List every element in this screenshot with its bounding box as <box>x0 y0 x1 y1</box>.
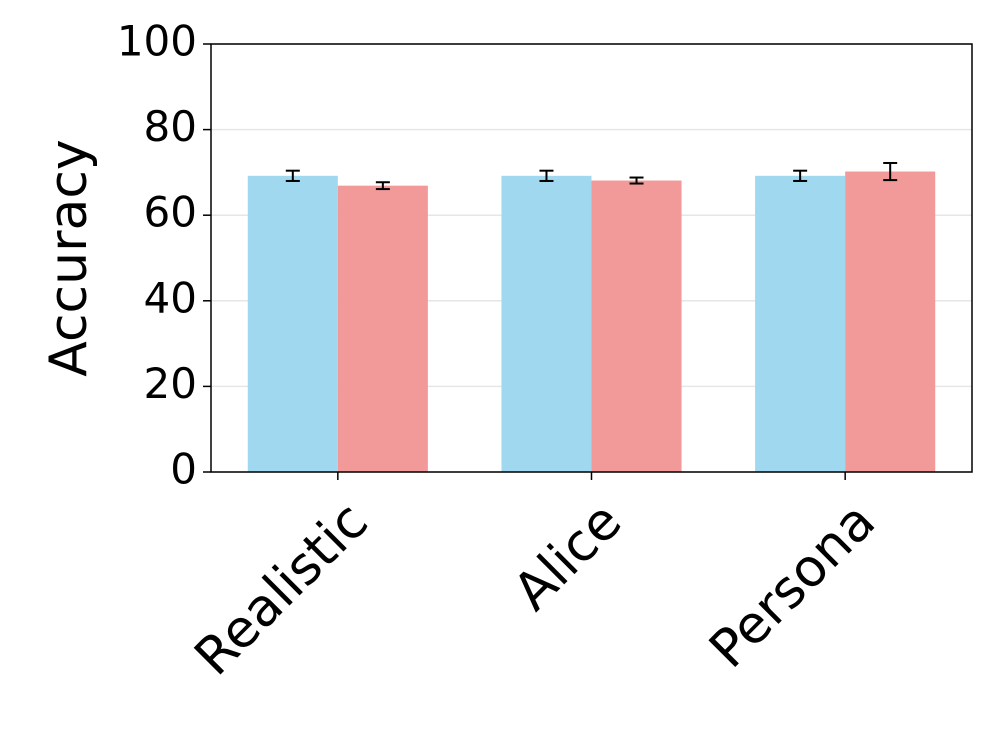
y-axis-label: Accuracy <box>39 139 99 376</box>
bar <box>591 180 682 473</box>
x-tick-label: Realistic <box>184 491 380 687</box>
y-tick-label: 100 <box>117 17 197 66</box>
y-tick-label: 80 <box>144 102 197 151</box>
error-bar <box>539 169 554 182</box>
error-bar <box>285 169 300 182</box>
y-tick-label: 20 <box>144 359 197 408</box>
bar <box>755 175 846 472</box>
bar <box>247 175 338 472</box>
x-tick-label: Alice <box>502 491 633 622</box>
x-tick-label: Persona <box>698 491 887 680</box>
bar <box>501 175 592 472</box>
error-bar <box>793 169 808 182</box>
y-tick-label: 60 <box>144 188 197 237</box>
plot-frame <box>210 43 973 473</box>
bar <box>845 171 936 472</box>
error-bar <box>629 176 644 185</box>
error-bar <box>375 181 390 191</box>
y-tick-label: 40 <box>144 273 197 322</box>
error-bar <box>883 161 898 182</box>
y-tick-label: 0 <box>170 445 197 494</box>
bar <box>337 185 428 472</box>
